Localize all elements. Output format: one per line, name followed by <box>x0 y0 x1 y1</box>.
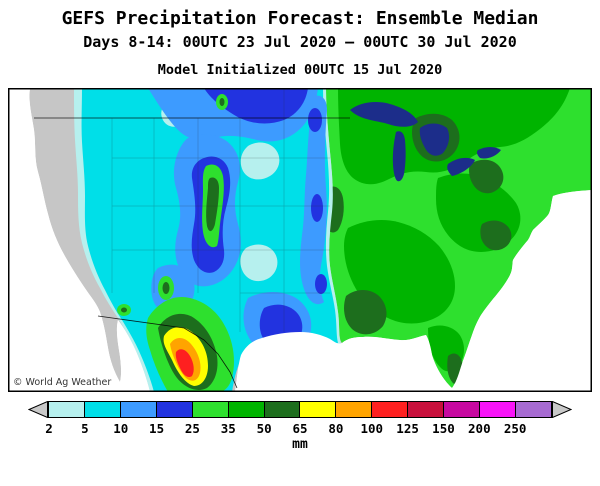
lake-michigan <box>392 131 406 182</box>
map-frame <box>8 88 592 392</box>
legend-cell-25 <box>192 402 229 417</box>
legend-tick-label: 150 <box>432 421 455 436</box>
legend-cell-35 <box>228 402 265 417</box>
legend-cell-200 <box>480 402 516 417</box>
legend-tick: 125 <box>396 421 444 436</box>
legend-tick: 2 <box>45 421 85 436</box>
legend-tick-label: 25 <box>184 421 200 436</box>
mexico-monsoon-region <box>146 296 234 392</box>
legend-cell-100 <box>372 402 409 417</box>
page-title: GEFS Precipitation Forecast: Ensemble Me… <box>61 8 539 29</box>
legend-bar-cells <box>48 401 552 418</box>
legend-tick-labels: 2 5 10 15 25 35 50 65 80 100 125 150 200 250 <box>45 421 551 436</box>
legend-tick-label: 5 <box>81 421 89 436</box>
legend-cell-2 <box>49 402 85 417</box>
legend-tick: 15 <box>149 421 193 436</box>
political-borders <box>34 88 350 389</box>
precip-legend: 2 5 10 15 25 35 50 65 80 100 125 150 200 250 mm <box>0 401 600 452</box>
legend-tick: 50 <box>257 421 300 436</box>
forecast-map: © World Ag Weather <box>8 88 592 392</box>
legend-cell-50 <box>264 402 301 417</box>
legend-tick: 10 <box>113 421 157 436</box>
legend-cell-250 <box>515 402 551 417</box>
legend-tick-label: 10 <box>113 421 129 436</box>
header: GEFS Precipitation Forecast: Ensemble Me… <box>0 0 600 88</box>
legend-tick: 200 <box>468 421 515 436</box>
us-precipitation-map <box>8 88 592 392</box>
great-lakes <box>350 102 501 182</box>
lake-ontario <box>476 147 501 159</box>
legend-tick-label: 125 <box>396 421 419 436</box>
legend-cell-15 <box>156 402 193 417</box>
legend-tick: 65 <box>292 421 336 436</box>
state-borders <box>111 88 330 332</box>
lake-erie <box>447 157 475 176</box>
legend-tick-label: 80 <box>328 421 344 436</box>
legend-cell-80 <box>336 402 373 417</box>
forecast-period: Days 8-14: 00UTC 23 Jul 2020 – 00UTC 30 … <box>83 33 517 51</box>
lake-superior <box>350 102 418 127</box>
legend-tick: 100 <box>360 421 408 436</box>
legend-cell-5 <box>84 402 121 417</box>
legend-tick-label: 100 <box>360 421 384 436</box>
mexico-border <box>97 315 238 389</box>
legend-tick-label: 200 <box>468 421 491 436</box>
legend-tick: 5 <box>81 421 121 436</box>
ocean-mask <box>8 88 592 392</box>
legend-tick-label: 250 <box>503 421 527 436</box>
legend-tick: 150 <box>432 421 479 436</box>
legend-cell-65 <box>300 402 337 417</box>
legend-tick-label: 65 <box>292 421 308 436</box>
legend-tick: 80 <box>328 421 372 436</box>
model-init-time: Model Initialized 00UTC 15 Jul 2020 <box>157 62 443 78</box>
legend-tick: 250 <box>504 421 551 436</box>
legend-right-arrow-icon <box>552 401 572 418</box>
legend-tick-label: 2 <box>45 421 53 436</box>
lake-huron <box>419 123 450 156</box>
legend-left-arrow-icon <box>28 401 48 418</box>
legend-bar <box>28 401 572 418</box>
legend-tick-label: 15 <box>149 421 165 436</box>
legend-unit-label: mm <box>292 437 308 452</box>
legend-tick-label: 35 <box>220 421 236 436</box>
legend-cell-125 <box>408 402 445 417</box>
copyright-label: © World Ag Weather <box>10 376 117 390</box>
legend-cell-150 <box>444 402 481 417</box>
legend-tick: 35 <box>221 421 264 436</box>
legend-tick: 25 <box>185 421 228 436</box>
rockies-heavy-cores <box>117 94 228 316</box>
legend-tick-label: 50 <box>256 421 272 436</box>
legend-cell-10 <box>120 402 157 417</box>
